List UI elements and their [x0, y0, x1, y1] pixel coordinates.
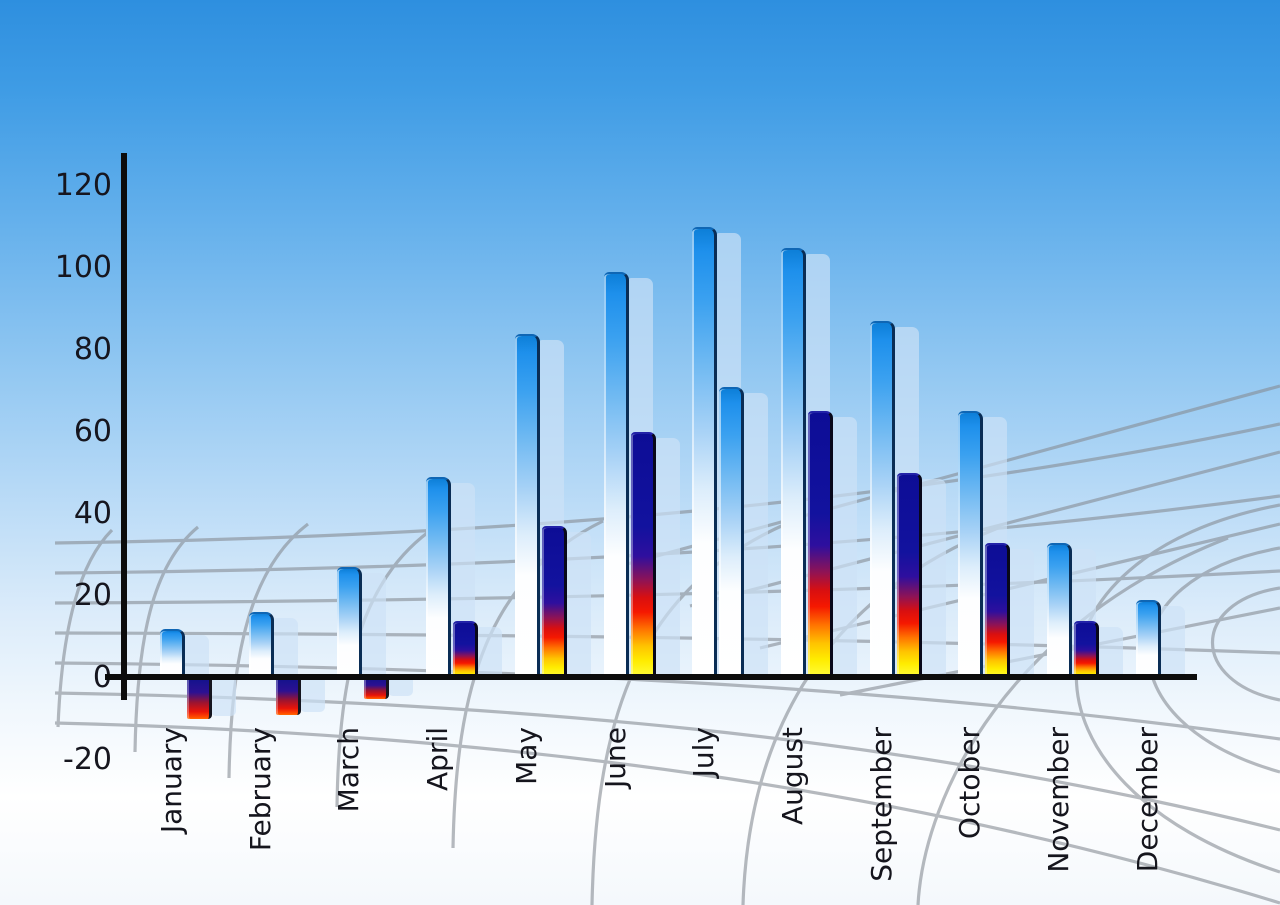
- y-tick-label: 60: [73, 414, 112, 449]
- x-category-label: October: [953, 727, 986, 840]
- bar-shadow: [388, 678, 413, 696]
- bar-primary: [249, 612, 274, 678]
- bar-primary: [160, 629, 185, 678]
- bar-primary: [1047, 543, 1072, 678]
- bar-primary: [1136, 600, 1161, 678]
- x-category-label: April: [421, 727, 454, 791]
- x-category-label: December: [1131, 727, 1164, 873]
- x-category-label: June: [599, 727, 632, 788]
- bar-shadow: [1098, 627, 1123, 678]
- bar-shadow: [184, 635, 209, 678]
- bar-shadow: [1160, 606, 1185, 678]
- bar-primary: [958, 411, 983, 678]
- bar-shadow: [566, 532, 591, 678]
- y-axis-line: [121, 153, 127, 700]
- y-tick-label: 100: [54, 250, 112, 285]
- y-tick-label: 20: [73, 578, 112, 613]
- x-category-label: August: [776, 727, 809, 825]
- bar-primary: [870, 321, 895, 678]
- bar-secondary: [985, 543, 1010, 678]
- x-category-label: January: [155, 727, 188, 834]
- bar-shadow: [211, 678, 236, 716]
- bar-primary: [337, 567, 362, 678]
- bar-shadow: [921, 479, 946, 678]
- bar-secondary: [897, 473, 922, 678]
- bar-secondary: [453, 621, 478, 678]
- bar-secondary: [542, 526, 567, 678]
- bar-shadow: [273, 618, 298, 678]
- y-tick-label: -20: [63, 742, 112, 777]
- bar-primary: [604, 272, 629, 678]
- x-category-label: September: [865, 727, 898, 882]
- bar-secondary-negative: [276, 678, 301, 715]
- bar-shadow: [300, 678, 325, 712]
- bar-shadow: [655, 438, 680, 678]
- bar-secondary-negative: [364, 678, 389, 699]
- bar-shadow: [1009, 549, 1034, 678]
- y-tick-label: 120: [54, 168, 112, 203]
- bar-primary: [781, 248, 806, 678]
- bar-primary: [515, 334, 540, 678]
- bar-shadow: [361, 573, 386, 678]
- x-category-label: November: [1042, 727, 1075, 873]
- x-category-label: March: [332, 727, 365, 813]
- bar-primary: [692, 227, 717, 678]
- bar-secondary: [631, 432, 656, 678]
- bar-shadow: [832, 417, 857, 678]
- bar-secondary: [1074, 621, 1099, 678]
- x-axis-line: [105, 674, 1197, 680]
- bar-shadow: [743, 393, 768, 678]
- x-category-label: July: [687, 727, 720, 778]
- bar-primary: [426, 477, 451, 678]
- x-category-label: May: [510, 727, 543, 785]
- bar-secondary: [808, 411, 833, 678]
- y-tick-label: 0: [92, 660, 112, 695]
- y-tick-label: 80: [73, 332, 112, 367]
- bar-secondary-negative: [187, 678, 212, 719]
- bar-shadow: [477, 627, 502, 678]
- x-category-label: February: [244, 727, 277, 852]
- bar-secondary: [719, 387, 744, 678]
- y-tick-label: 40: [73, 496, 112, 531]
